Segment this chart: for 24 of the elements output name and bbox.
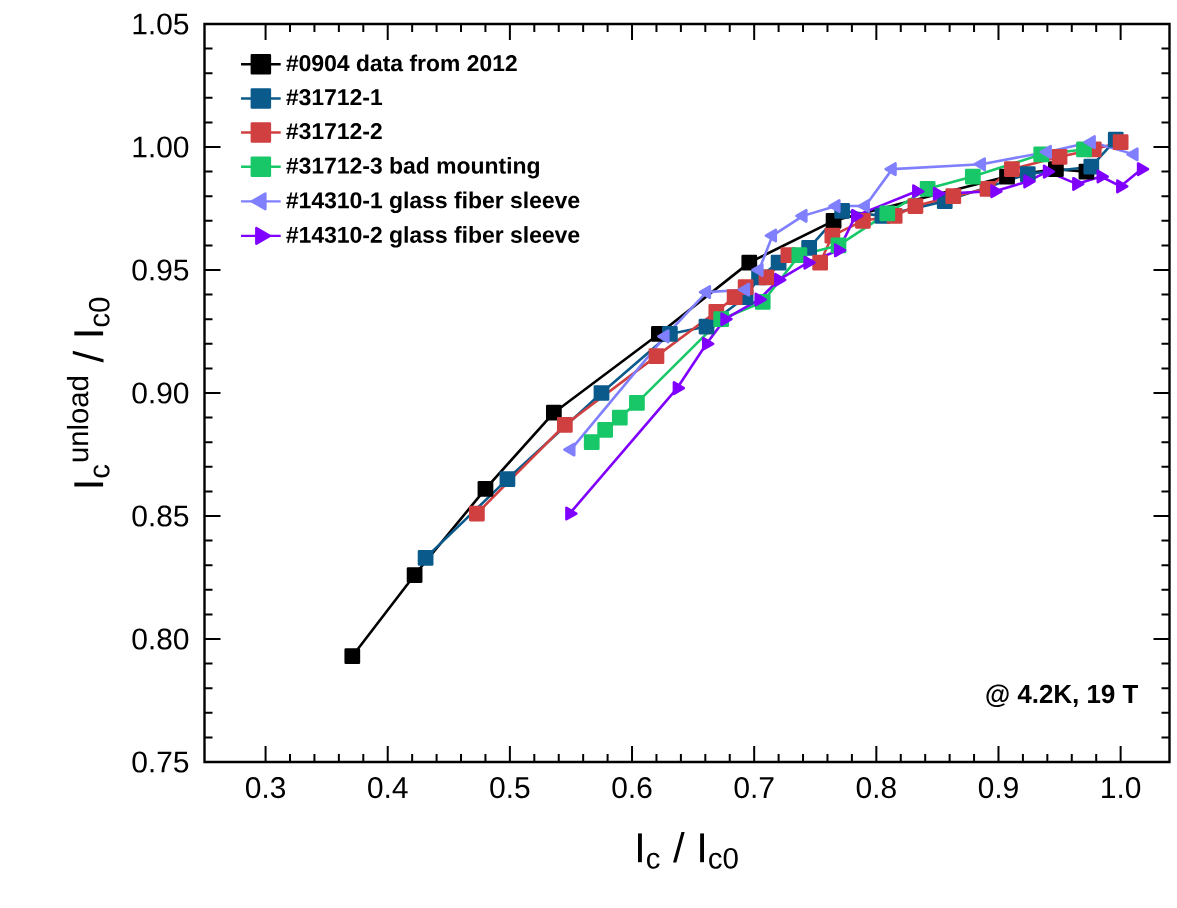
y-tick-label: 0.85: [132, 505, 189, 527]
legend-label: #0904 data from 2012: [286, 54, 517, 72]
x-axis-title: I$_{c}$ / I$_{c0}$: [638, 831, 738, 869]
y-axis-title: I$_{c}$$^{unload}$ / I$_{c0}$: [66, 297, 110, 487]
x-tick-label: 0.3: [245, 777, 286, 799]
y-tick-label: 1.00: [133, 136, 189, 158]
y-tick-label: 1.05: [133, 13, 189, 35]
x-tick-label: 0.9: [978, 777, 1018, 799]
legend-label: #31712-3 bad mounting: [286, 156, 539, 179]
x-tick-label: 0.7: [734, 777, 774, 799]
y-tick-label: 0.80: [132, 628, 189, 650]
annotation: @ 4.2K, 19 T: [986, 684, 1139, 707]
legend-label: #31712-2: [286, 123, 382, 140]
x-tick-label: 0.5: [490, 777, 530, 799]
legend-label: #14310-1 glass fiber sleeve: [286, 191, 580, 213]
legend-label: #14310-2 glass fiber sleeve: [286, 226, 580, 248]
x-tick-label: 0.4: [368, 777, 408, 799]
y-tick-label: 0.75: [132, 751, 189, 773]
legend-label: #31712-1: [286, 89, 383, 106]
y-tick-label: 0.95: [132, 259, 189, 281]
y-tick-label: 0.90: [132, 382, 189, 404]
x-tick-label: 0.8: [856, 777, 896, 799]
x-tick-label: 0.6: [612, 777, 652, 799]
x-tick-label: 1.0: [1102, 777, 1141, 799]
